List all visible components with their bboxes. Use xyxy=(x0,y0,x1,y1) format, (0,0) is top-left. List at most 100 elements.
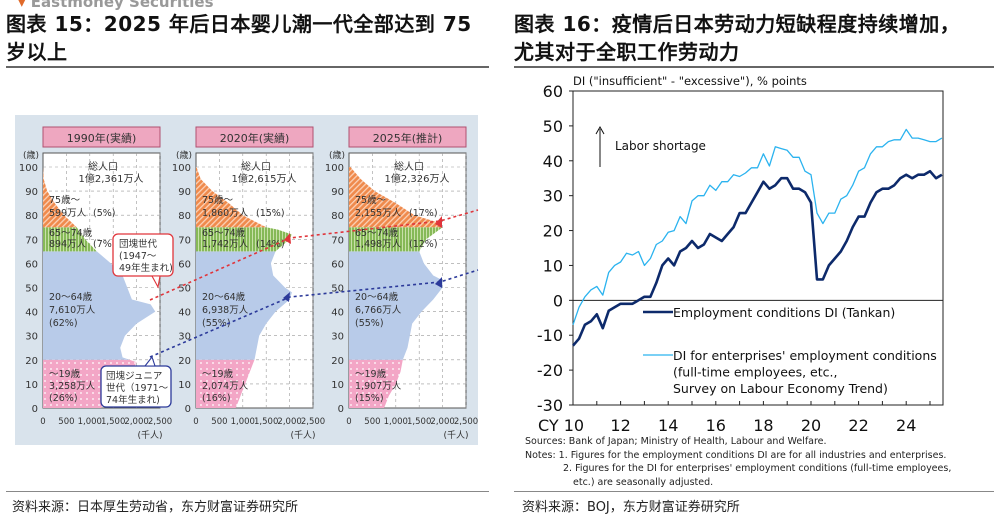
band-75-plus xyxy=(349,167,443,228)
age-group-value: 1,860万人 xyxy=(202,208,249,219)
age-group-share: (12%) xyxy=(409,239,438,250)
panel-header-box xyxy=(348,126,467,148)
x-tick-label: 2,500 xyxy=(148,417,172,427)
y-tick-label: 50 xyxy=(178,284,191,295)
age-group-value: 894万人 xyxy=(49,239,87,250)
arrow-head-icon xyxy=(284,233,291,244)
y-tick-label: 30 xyxy=(25,332,38,343)
age-group-value: 6,766万人 xyxy=(355,305,402,316)
y-axis-unit: (歳) xyxy=(329,149,345,161)
y-tick-label: 20 xyxy=(25,356,38,367)
x-tick-label: 0 xyxy=(193,417,198,427)
y-tick-label: 10 xyxy=(331,380,344,391)
left-figure-title: 图表 15：2025 年后日本婴儿潮一代全部达到 75 岁以上 xyxy=(6,10,472,66)
callout-pointer xyxy=(143,355,156,367)
right-source: 资料来源：BOJ，东方财富证券研究所 xyxy=(522,500,740,515)
callout-box xyxy=(112,233,174,277)
y-tick-label: 40 xyxy=(25,308,38,319)
y-tick-label: 100 xyxy=(172,163,191,174)
y-tick-label: 0 xyxy=(32,404,38,415)
logo-mark-icon: ▾ xyxy=(18,0,26,11)
total-population-value: 1億2,326万人 xyxy=(385,172,450,185)
age-group-share: (62%) xyxy=(49,318,78,329)
y-tick-label: 30 xyxy=(331,332,344,343)
x-tick-label: 1,000 xyxy=(78,417,102,427)
band-under-19 xyxy=(196,359,255,408)
pyramid-panel: 1990年(実績) 0 10 20 30 40 50 60 70 80 90 100 0 500 1,000… xyxy=(19,126,172,441)
x-tick-label: 2,000 xyxy=(124,417,148,427)
age-group-label: 65～74歳 xyxy=(202,227,246,239)
y-tick-label: 50 xyxy=(25,284,38,295)
band-65-74 xyxy=(196,227,292,252)
age-group-value: 599万人 xyxy=(49,208,87,219)
pyramid-panel: 2025年(推計) 0 10 20 30 40 50 60 70 80 90 100 0 500 1,000… xyxy=(325,126,478,441)
y-tick-label: 70 xyxy=(178,235,191,246)
age-group-share: (15%) xyxy=(355,393,384,404)
age-group-share: (14%) xyxy=(256,239,285,250)
y-tick-label: 10 xyxy=(178,380,191,391)
x-tick-label: 1,000 xyxy=(231,417,255,427)
age-group-label: 20～64歳 xyxy=(202,291,246,303)
callout-text: 世代（1971～ xyxy=(106,382,169,394)
x-tick-label: 1,500 xyxy=(101,417,125,427)
left-title-line2: 岁以上 xyxy=(6,40,68,64)
age-group-value: 2,155万人 xyxy=(355,208,402,219)
x-tick-label: 1,000 xyxy=(384,417,408,427)
callout-text: 団塊ジュニア xyxy=(106,370,162,382)
total-population-value: 1億2,361万人 xyxy=(79,172,144,185)
arrow-head-icon xyxy=(283,292,290,302)
age-group-label: ～19歳 xyxy=(355,368,387,380)
age-group-value: 3,258万人 xyxy=(49,381,96,392)
age-group-share: (7%) xyxy=(93,239,115,250)
band-20-64 xyxy=(43,251,156,360)
age-group-label: 20～64歳 xyxy=(49,291,93,303)
watermark-text: Eastmoney Securities xyxy=(30,0,214,11)
x-tick-label: 1,500 xyxy=(254,417,278,427)
y-tick-label: 0 xyxy=(338,404,344,415)
age-group-label: 65～74歳 xyxy=(49,227,93,239)
y-tick-label: 90 xyxy=(25,187,38,198)
band-75-plus xyxy=(196,167,267,228)
y-tick-label: 90 xyxy=(178,187,191,198)
x-axis-unit: (千人) xyxy=(290,430,315,441)
left-title-divider xyxy=(6,66,489,68)
y-tick-label: 90 xyxy=(331,187,344,198)
panel-header: 1990年(実績) xyxy=(67,131,137,145)
x-tick-label: 500 xyxy=(364,417,380,427)
age-group-share: (26%) xyxy=(49,393,78,404)
age-group-value: 1,907万人 xyxy=(355,381,402,392)
total-population-label: 総人口 xyxy=(88,160,118,173)
y-tick-label: 10 xyxy=(25,380,38,391)
age-group-value: 2,074万人 xyxy=(202,381,249,392)
y-tick-label: 100 xyxy=(19,163,38,174)
y-tick-label: 70 xyxy=(25,235,38,246)
age-group-value: 6,938万人 xyxy=(202,305,249,316)
right-figure-title: 图表 16：疫情后日本劳动力短缺程度持续增加， 尤其对于全职工作劳动力 xyxy=(514,10,960,66)
left-source: 资料来源：日本厚生劳动省，东方财富证券研究所 xyxy=(12,500,299,515)
band-65-74 xyxy=(43,227,97,252)
y-tick-label: 80 xyxy=(331,211,344,222)
y-tick-label: 40 xyxy=(331,308,344,319)
callout-text: (1947～ xyxy=(119,251,157,262)
callout-baby-boomer: 団塊世代(1947～49年生まれ) xyxy=(112,233,174,289)
y-tick-label: 80 xyxy=(25,211,38,222)
pyramid-panel: 2020年(実績) 0 10 20 30 40 50 60 70 80 90 100 0 500 1,000… xyxy=(172,126,325,441)
left-footer-divider xyxy=(6,491,489,492)
age-group-value: 1,498万人 xyxy=(355,239,402,250)
x-tick-label: 1,500 xyxy=(407,417,431,427)
age-group-label: 20～64歳 xyxy=(355,291,399,303)
age-group-share: (16%) xyxy=(202,393,231,404)
panel-header-box xyxy=(195,126,314,148)
y-tick-label: 20 xyxy=(178,356,191,367)
x-tick-label: 2,000 xyxy=(430,417,454,427)
x-tick-label: 0 xyxy=(40,417,45,427)
x-tick-label: 2,500 xyxy=(454,417,478,427)
band-75-plus xyxy=(43,167,77,228)
arrow-head-icon xyxy=(435,277,442,288)
y-tick-label: 100 xyxy=(325,163,344,174)
callout-pointer xyxy=(151,275,161,289)
age-group-share: (55%) xyxy=(355,318,384,329)
right-title-line1: 图表 16：疫情后日本劳动力短缺程度持续增加， xyxy=(514,12,961,36)
y-axis-unit: (歳) xyxy=(23,149,39,161)
